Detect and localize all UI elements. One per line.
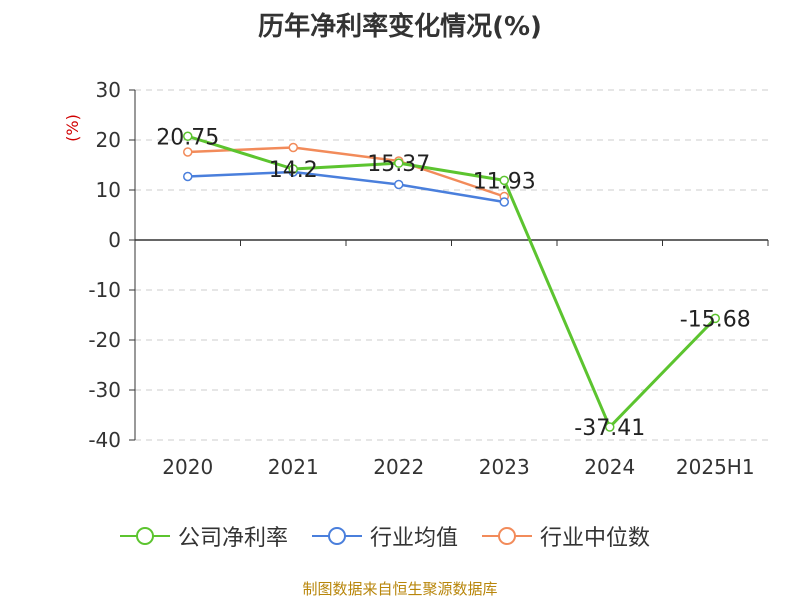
legend-swatch-industry-median <box>482 527 533 545</box>
data-point <box>288 164 298 174</box>
x-tick-label: 2024 <box>584 455 635 479</box>
data-point <box>605 422 615 432</box>
legend-swatch-company <box>120 527 170 545</box>
data-label: 11.93 <box>473 169 536 194</box>
y-tick-label: 10 <box>96 178 121 202</box>
y-axis-label: (%) <box>63 114 82 142</box>
series-line <box>187 170 505 204</box>
series-line <box>187 146 505 198</box>
legend-label-industry-median: 行业中位数 <box>540 526 651 551</box>
data-label: 14.2 <box>269 158 318 183</box>
legend-label-industry-mean: 行业均值 <box>370 526 459 551</box>
data-point <box>499 175 509 186</box>
legend: 公司净利率 行业均值 行业中位数 <box>120 520 650 552</box>
y-tick-label: 20 <box>96 128 121 152</box>
data-point <box>288 142 298 153</box>
data-label: 15.37 <box>367 152 430 177</box>
data-label: -37.41 <box>574 416 645 441</box>
legend-item-industry-mean[interactable]: 行业均值 <box>312 520 458 552</box>
legend-item-company[interactable]: 公司净利率 <box>120 520 288 552</box>
y-tick-label: -20 <box>88 328 121 352</box>
data-point <box>394 179 404 190</box>
data-point <box>394 158 404 168</box>
source-note: 制图数据来自恒生聚源数据库 <box>302 580 498 598</box>
data-point <box>183 171 193 182</box>
data-label: -15.68 <box>680 307 751 332</box>
y-tick-label: -40 <box>88 428 121 452</box>
data-point <box>183 147 193 157</box>
series-line <box>187 134 717 429</box>
x-tick-label: 2023 <box>479 455 530 479</box>
legend-item-industry-median[interactable]: 行业中位数 <box>482 520 650 552</box>
x-tick-label: 2021 <box>268 455 319 479</box>
chart-title: 历年净利率变化情况(%) <box>258 12 542 42</box>
y-tick-label: 30 <box>96 78 121 102</box>
data-point <box>710 313 720 324</box>
y-tick-label: 0 <box>108 228 121 252</box>
x-tick-label: 2020 <box>162 455 213 479</box>
data-point <box>183 131 193 141</box>
y-tick-label: -10 <box>88 278 121 302</box>
data-label: 20.75 <box>156 125 219 150</box>
data-point <box>499 197 509 207</box>
y-tick-label: -30 <box>88 378 121 402</box>
x-tick-label: 2025H1 <box>676 455 755 479</box>
legend-label-company: 公司净利率 <box>178 526 289 551</box>
legend-swatch-industry-mean <box>312 527 363 545</box>
x-tick-label: 2022 <box>373 455 424 479</box>
